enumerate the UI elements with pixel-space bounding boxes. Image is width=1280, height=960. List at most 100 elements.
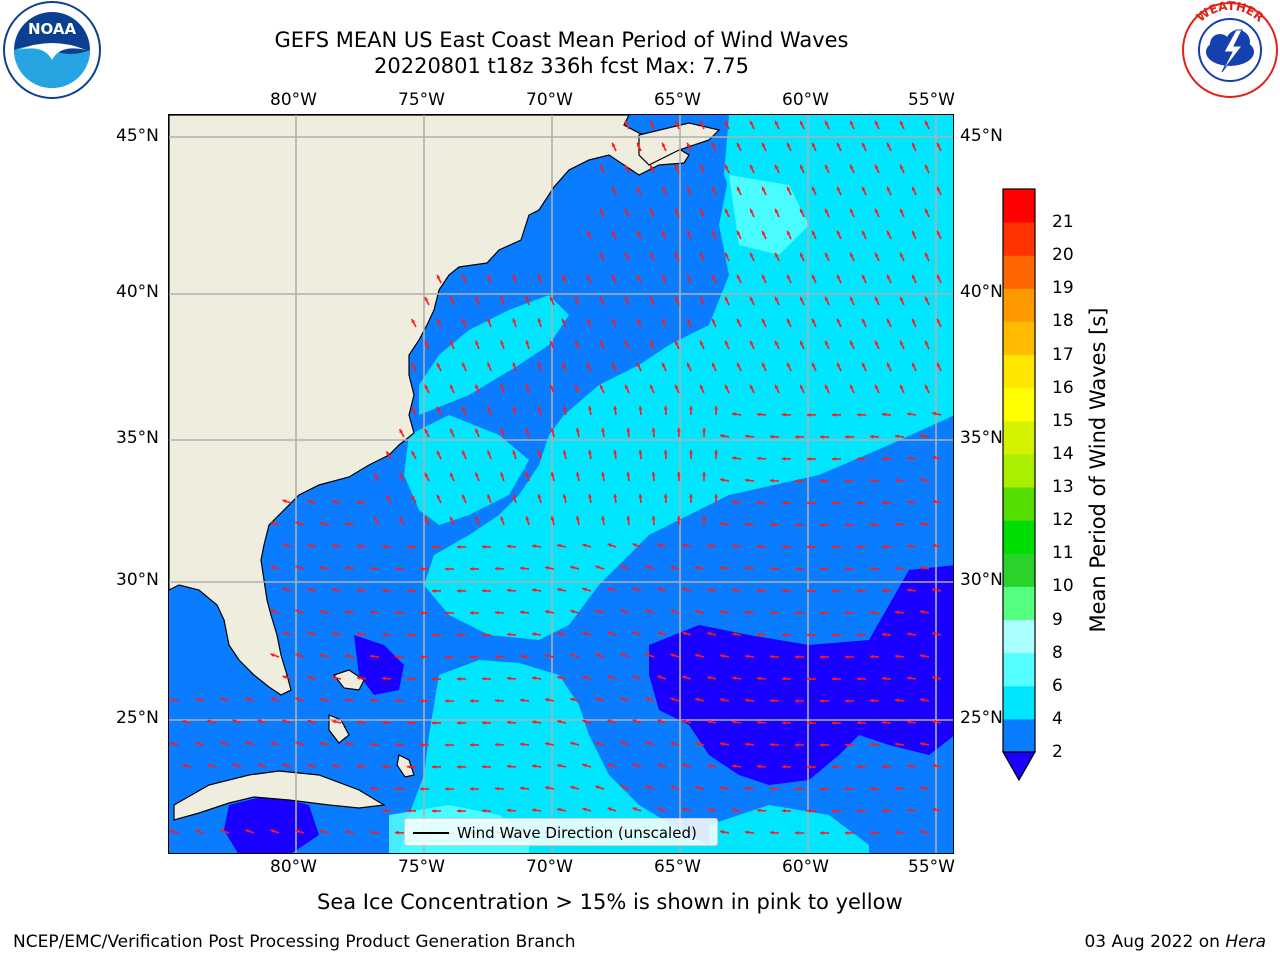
wave-direction-arrowhead	[661, 142, 666, 147]
wave-direction-arrowhead	[936, 186, 941, 191]
wave-direction-arrowhead	[436, 362, 441, 367]
wave-direction-arrowhead	[686, 142, 691, 147]
lat-tick-right-35n: 35°N	[960, 428, 1003, 448]
wave-direction-arrowhead	[320, 565, 325, 570]
wave-direction-arrowhead	[599, 384, 604, 389]
wave-direction-arrowhead	[907, 676, 911, 681]
wave-direction-arrowhead	[537, 450, 542, 455]
lon-tick-top-55w: 55°W	[908, 90, 955, 110]
wave-direction-arrowhead	[761, 274, 766, 279]
wave-direction-arrowhead	[407, 808, 411, 813]
wave-direction-arrowhead	[686, 274, 691, 279]
footer-credit: NCEP/EMC/Verification Post Processing Pr…	[13, 932, 576, 952]
wave-direction-arrowhead	[582, 675, 587, 680]
wave-direction-arrowhead	[632, 587, 637, 591]
wave-direction-arrowhead	[520, 786, 524, 791]
wave-direction-arrowhead	[607, 763, 612, 768]
wave-direction-arrowhead	[874, 120, 879, 125]
wave-direction-arrowhead	[724, 208, 729, 213]
wave-direction-arrowhead	[613, 406, 618, 410]
wave-direction-arrowhead	[638, 406, 643, 410]
wave-direction-arrowhead	[182, 719, 187, 724]
wave-direction-arrowhead	[636, 318, 641, 323]
wave-direction-arrowhead	[582, 763, 587, 768]
wave-direction-arrowhead	[470, 786, 474, 791]
wave-direction-arrowhead	[370, 742, 374, 747]
wave-direction-arrowhead	[657, 763, 662, 768]
wave-direction-arrowhead	[857, 764, 861, 769]
wave-direction-arrowhead	[357, 720, 361, 725]
wave-direction-arrowhead	[745, 786, 749, 791]
colorbar-tick-label: 15	[1052, 410, 1074, 431]
colorbar-tick-label: 21	[1052, 212, 1074, 233]
wave-direction-arrowhead	[870, 566, 874, 571]
wave-direction-arrowhead	[432, 589, 436, 593]
wave-direction-arrowhead	[832, 721, 836, 725]
wave-direction-arrowhead	[695, 697, 700, 702]
wave-direction-arrowhead	[882, 456, 886, 461]
wave-direction-arrowhead	[836, 142, 841, 147]
lat-tick-right-45n: 45°N	[960, 126, 1003, 146]
wave-direction-arrowhead	[657, 675, 662, 680]
wave-direction-arrowhead	[632, 807, 637, 811]
wave-direction-arrowhead	[557, 807, 562, 812]
wave-direction-arrowhead	[382, 544, 386, 549]
wave-direction-arrowhead	[661, 362, 666, 367]
wave-direction-arrowhead	[320, 653, 325, 658]
wave-direction-arrowhead	[561, 318, 566, 323]
wave-direction-arrowhead	[932, 631, 937, 636]
wave-direction-arrowhead	[370, 698, 374, 703]
wave-direction-arrowhead	[624, 384, 629, 389]
wave-direction-arrowhead	[282, 543, 287, 548]
wave-direction-arrowhead	[707, 675, 712, 680]
wave-direction-arrowhead	[632, 543, 637, 547]
wave-direction-arrowhead	[611, 274, 616, 279]
wave-direction-arrowhead	[357, 764, 361, 769]
wave-direction-arrowhead	[661, 274, 666, 279]
wave-direction-arrowhead	[599, 164, 604, 169]
wave-direction-arrowhead	[657, 543, 662, 548]
wave-direction-arrowhead	[620, 653, 625, 657]
wave-direction-arrowhead	[220, 741, 225, 746]
wave-direction-arrowhead	[449, 472, 454, 477]
wave-direction-arrowhead	[562, 406, 567, 411]
wave-direction-arrowhead	[732, 720, 736, 725]
wave-direction-arrowhead	[820, 611, 824, 615]
wave-direction-arrowhead	[849, 208, 854, 213]
wave-direction-arrowhead	[820, 523, 824, 527]
wave-direction-arrowhead	[449, 516, 454, 521]
colorbar-segment	[1003, 387, 1035, 422]
wave-direction-arrowhead	[849, 384, 854, 389]
wave-direction-arrowhead	[507, 720, 511, 725]
wave-direction-arrowhead	[661, 230, 666, 235]
wave-direction-arrowhead	[807, 545, 811, 549]
wave-direction-arrowhead	[920, 786, 924, 790]
colorbar-tick-label: 11	[1052, 543, 1074, 564]
wave-direction-arrowhead	[507, 764, 511, 769]
wave-direction-arrowhead	[588, 494, 592, 498]
wave-direction-arrowhead	[470, 654, 474, 659]
wave-direction-arrowhead	[245, 829, 250, 833]
wave-direction-arrowhead	[836, 186, 841, 191]
wave-direction-arrowhead	[462, 494, 466, 499]
wave-direction-arrowhead	[424, 384, 429, 389]
map-subtitle: 20220801 t18z 336h fcst Max: 7.75	[374, 54, 749, 78]
wave-direction-arrowhead	[707, 587, 712, 592]
wave-direction-arrowhead	[732, 632, 736, 637]
wave-direction-arrowhead	[574, 340, 579, 345]
wave-direction-arrowhead	[399, 429, 403, 434]
wave-direction-arrowhead	[702, 428, 706, 432]
wave-direction-arrowhead	[624, 164, 629, 169]
wave-direction-arrowhead	[282, 631, 287, 636]
wave-direction-arrowhead	[799, 208, 804, 213]
wave-direction-arrowhead	[537, 362, 542, 367]
wave-direction-arrowhead	[795, 831, 799, 835]
wave-direction-arrowhead	[795, 435, 799, 439]
wave-direction-arrowhead	[811, 230, 816, 235]
wave-direction-arrowhead	[424, 472, 429, 477]
wave-direction-arrowhead	[695, 741, 700, 746]
wave-direction-arrowhead	[457, 765, 461, 769]
wave-direction-arrowhead	[575, 516, 580, 521]
wave-direction-arrowhead	[749, 252, 754, 257]
wave-direction-arrowhead	[645, 741, 650, 745]
